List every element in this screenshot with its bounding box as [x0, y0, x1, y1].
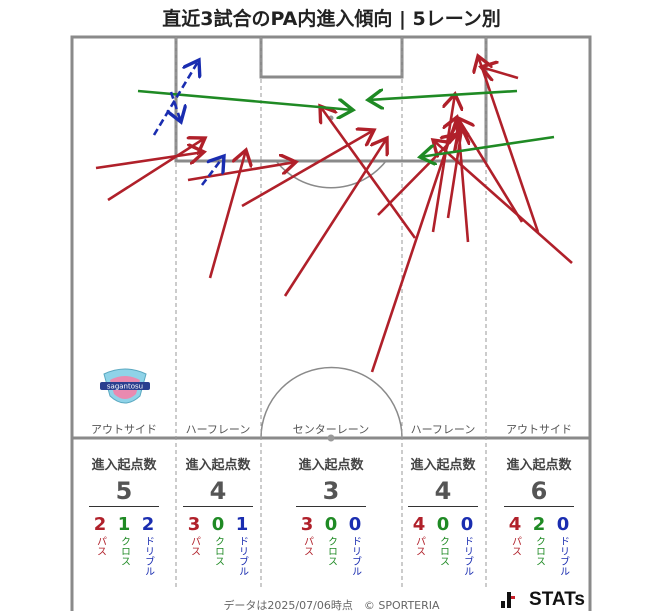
pass-arrow [370, 117, 457, 373]
lane-label-outside-left: アウトサイド [91, 423, 157, 436]
goal-area [259, 35, 404, 79]
lane-label-halfspace-left: ハーフレーン [185, 423, 251, 436]
dribble-count: 2 [141, 514, 155, 535]
lane-stat-head: 進入起点数 [298, 458, 364, 473]
pass-label: パス [188, 536, 200, 556]
pass-arrow [241, 130, 374, 208]
pass-count: 2 [93, 514, 107, 535]
lane-breakdown: 4 パス 0 クロス 0 ドリブル [398, 514, 488, 576]
lane-stat-head: 進入起点数 [506, 458, 572, 473]
pass-arrow [446, 128, 462, 219]
lane-breakdown: 3 パス 0 クロス 1 ドリブル [173, 514, 263, 576]
lane-breakdown: 4 パス 2 クロス 0 ドリブル [494, 514, 584, 576]
pass-arrow [95, 152, 204, 170]
dribble-arrow [171, 91, 181, 122]
pass-arrow [431, 94, 455, 233]
center-circle [260, 366, 403, 439]
pass-label: パス [413, 536, 425, 556]
lane-label-center: センターレーン [292, 423, 370, 436]
club-logo: sagantosu [96, 366, 154, 410]
lane-total: 5 [115, 477, 133, 505]
cross-label: クロス [437, 536, 449, 566]
lane-label-halfspace-right: ハーフレーン [410, 423, 476, 436]
pass-arrow [481, 67, 519, 78]
lane-stat-head: 進入起点数 [410, 458, 476, 473]
dribble-arrow [152, 60, 199, 136]
cross-label: クロス [325, 536, 337, 566]
pass-label: パス [509, 536, 521, 556]
stat-divider [408, 506, 478, 507]
brand-name: STATs [529, 589, 585, 610]
dribble-count: 1 [235, 514, 249, 535]
pass-arrow [320, 106, 417, 239]
entry-arrows [95, 56, 573, 373]
center-spot [327, 434, 335, 442]
lane-label-outside-right: アウトサイド [506, 423, 572, 436]
pass-count: 3 [187, 514, 201, 535]
lane-total: 4 [209, 477, 227, 505]
stat-divider [504, 506, 574, 507]
dribble-count: 0 [348, 514, 362, 535]
dribble-count: 0 [556, 514, 570, 535]
pass-arrow [107, 138, 205, 202]
lane-stat-head: 進入起点数 [91, 458, 157, 473]
lane-dividers [175, 37, 487, 590]
stat-divider [89, 506, 159, 507]
pass-label: パス [94, 536, 106, 556]
lane-breakdown: 3 パス 0 クロス 0 ドリブル [286, 514, 376, 576]
lane-total: 4 [434, 477, 452, 505]
lane-breakdown: 2 パス 1 クロス 2 ドリブル [79, 514, 169, 576]
pass-count: 3 [300, 514, 314, 535]
pass-count: 4 [412, 514, 426, 535]
pass-arrow [283, 138, 387, 297]
cross-arrow [137, 89, 353, 110]
pass-arrow [208, 150, 246, 279]
cross-count: 0 [211, 514, 225, 535]
cross-label: クロス [118, 536, 130, 566]
dribble-count: 0 [460, 514, 474, 535]
dribble-label: ドリブル [461, 536, 473, 576]
pass-arrow [433, 140, 573, 264]
cross-label: クロス [212, 536, 224, 566]
lane-stat-head: 進入起点数 [185, 458, 251, 473]
dribble-label: ドリブル [349, 536, 361, 576]
cross-count: 1 [117, 514, 131, 535]
dribble-label: ドリブル [236, 536, 248, 576]
dribble-arrow [200, 156, 224, 186]
lane-total: 3 [322, 477, 340, 505]
cross-count: 0 [324, 514, 338, 535]
pass-arrow [187, 162, 296, 182]
lane-total: 6 [530, 477, 548, 505]
svg-text:sagantosu: sagantosu [107, 383, 143, 391]
footer-credit: データは2025/07/06時点 © SPORTERIA [223, 599, 440, 612]
cross-count: 2 [532, 514, 546, 535]
dribble-label: ドリブル [557, 536, 569, 576]
cross-count: 0 [436, 514, 450, 535]
dribble-label: ドリブル [142, 536, 154, 576]
stat-divider [183, 506, 253, 507]
stats-logo-icon [501, 592, 515, 608]
stat-divider [296, 506, 366, 507]
cross-label: クロス [533, 536, 545, 566]
chart-title: 直近3試合のPA内進入傾向 | 5レーン別 [162, 8, 501, 30]
pass-count: 4 [508, 514, 522, 535]
cross-arrow [420, 135, 555, 157]
cross-arrow [368, 91, 518, 100]
pass-label: パス [301, 536, 313, 556]
